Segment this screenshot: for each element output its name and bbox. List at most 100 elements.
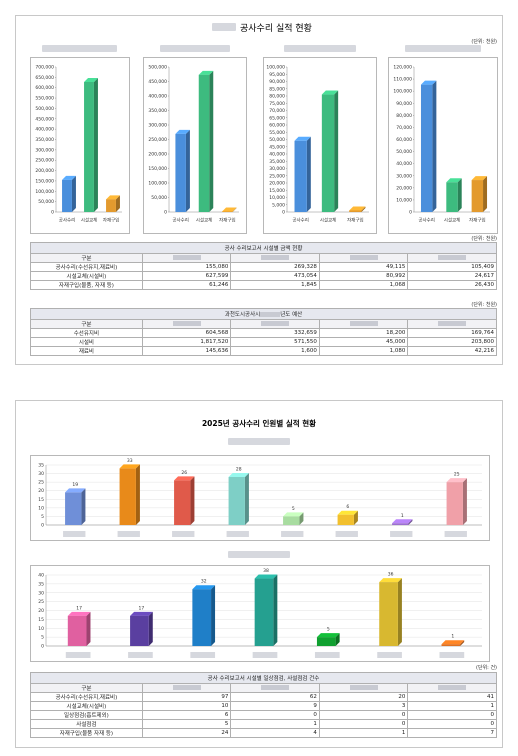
data-table: 공사 수리보고서 시설별 금액 현황 구분 공사수리(수선유지,재료비) 155,08…	[30, 242, 497, 290]
blurred-label	[314, 652, 340, 658]
header-cell	[318, 683, 409, 693]
y-tick-label: 35	[38, 463, 44, 469]
bar-side	[93, 77, 98, 213]
data-label: 17	[76, 605, 82, 611]
table-row: 일상점검(흡트제외) 6 0 0 0	[30, 710, 497, 720]
header-cell	[407, 319, 497, 329]
header-cell	[230, 253, 320, 263]
y-tick-label: 250,000	[148, 137, 167, 143]
value-cell: 1,600	[230, 346, 320, 356]
y-tick-label: 50,000	[151, 195, 167, 201]
blurred-label	[252, 652, 278, 658]
value-cell: 0	[318, 710, 409, 720]
value-cell: 203,800	[407, 337, 497, 347]
y-tick-label: 200,000	[148, 152, 167, 158]
y-tick-label: 10,000	[396, 197, 412, 203]
y-tick-label: 60,000	[269, 123, 285, 129]
bar	[192, 589, 212, 646]
value-cell: 10	[141, 701, 232, 711]
y-tick-label: 700,000	[35, 65, 54, 71]
value-cell: 169,764	[407, 328, 497, 338]
bar-top	[379, 578, 402, 583]
bar-side	[408, 519, 413, 525]
y-tick-label: 0	[409, 210, 412, 216]
x-tick-label: 자재구입	[219, 217, 236, 224]
blurred-label	[117, 531, 140, 537]
data-label: 19	[72, 482, 78, 488]
y-tick-label: 80,000	[269, 94, 285, 100]
row-label: 시설교체(시설비)	[30, 701, 143, 711]
bar-side	[353, 510, 358, 525]
value-cell: 1,068	[318, 280, 409, 290]
bar	[316, 637, 336, 646]
blurred-text	[261, 255, 290, 260]
y-tick-label: 90,000	[269, 79, 285, 85]
y-tick-label: 30,000	[269, 166, 285, 172]
y-tick-label: 55,000	[269, 130, 285, 136]
blurred-label	[335, 531, 358, 537]
table-title: 공사 수리보고서 시설별 금액 현황	[224, 246, 303, 252]
value-cell: 1,845	[230, 280, 320, 290]
header-cell	[141, 319, 232, 329]
blurred-text	[438, 685, 467, 690]
value-cell: 0	[407, 719, 497, 729]
table-row: 자재구입(물품, 자재 등) 61,246 1,845 1,068 26,430	[30, 280, 497, 290]
y-tick-label: 80,000	[396, 113, 412, 119]
table-header: 구분	[30, 319, 497, 329]
y-tick-label: 5	[41, 514, 44, 520]
value-cell: 26,430	[407, 280, 497, 290]
blurred-label	[63, 531, 86, 537]
y-tick-label: 0	[41, 523, 44, 529]
bar-side	[190, 476, 195, 525]
bar-top	[283, 512, 304, 517]
bar	[84, 81, 94, 213]
unit: (단위: 천원)	[471, 302, 497, 308]
chart: 0 5 10 15 20 25 30 35 19 33 26 28 5 6 1 25	[38, 458, 482, 537]
bar-side	[335, 633, 340, 646]
data-label: 17	[139, 605, 145, 611]
blurred-label	[281, 531, 304, 537]
y-tick-label: 500,000	[148, 65, 167, 71]
y-tick-label: 35	[38, 581, 44, 587]
y-tick-label: 110,000	[393, 77, 412, 83]
blurred-text	[228, 438, 290, 445]
row-label: 일상점검(흡트제외)	[30, 710, 143, 720]
bar	[349, 210, 362, 212]
value-cell: 1	[230, 719, 320, 729]
x-tick-label: 공사수리	[59, 217, 76, 224]
value-cell: 1	[407, 701, 497, 711]
value-cell: 604,568	[141, 328, 232, 338]
value-cell: 9	[230, 701, 320, 711]
y-tick-label: 95,000	[269, 72, 285, 78]
chart-frame	[263, 57, 377, 234]
x-tick-label: 시설교체	[320, 217, 337, 224]
data-table: 과천도시공사시 년도 예산 구분 수선유지비 604,568 332,659 18,200 1…	[30, 308, 497, 356]
data-label: 26	[181, 470, 187, 476]
value-cell: 49,115	[318, 262, 409, 272]
header-cell	[230, 319, 320, 329]
y-tick-label: 400,000	[35, 127, 54, 133]
table-header: 구분	[30, 253, 497, 263]
panel-top	[15, 15, 503, 365]
blurred-label	[444, 531, 467, 537]
unit: (단위: 건)	[476, 665, 497, 671]
blurred-label	[226, 531, 249, 537]
y-tick-label: 450,000	[35, 116, 54, 122]
bar-top	[67, 611, 91, 616]
report-title: 2025년 공사수리 인원별 실적 현황	[201, 419, 317, 428]
value-cell: 0	[318, 719, 409, 729]
data-label: 5	[327, 627, 330, 633]
blurred-text	[349, 255, 378, 260]
bar-side	[361, 206, 366, 212]
value-cell: 41	[407, 692, 497, 702]
bar-top	[392, 519, 413, 524]
value-cell: 3	[318, 701, 409, 711]
y-tick-label: 20,000	[269, 181, 285, 187]
y-tick-label: 50,000	[38, 199, 54, 205]
header-cell: 구분	[30, 253, 143, 263]
data-label: 36	[388, 572, 394, 578]
x-tick-label: 자재구입	[347, 217, 364, 224]
blurred-text	[228, 551, 290, 558]
value-cell: 97	[141, 692, 232, 702]
